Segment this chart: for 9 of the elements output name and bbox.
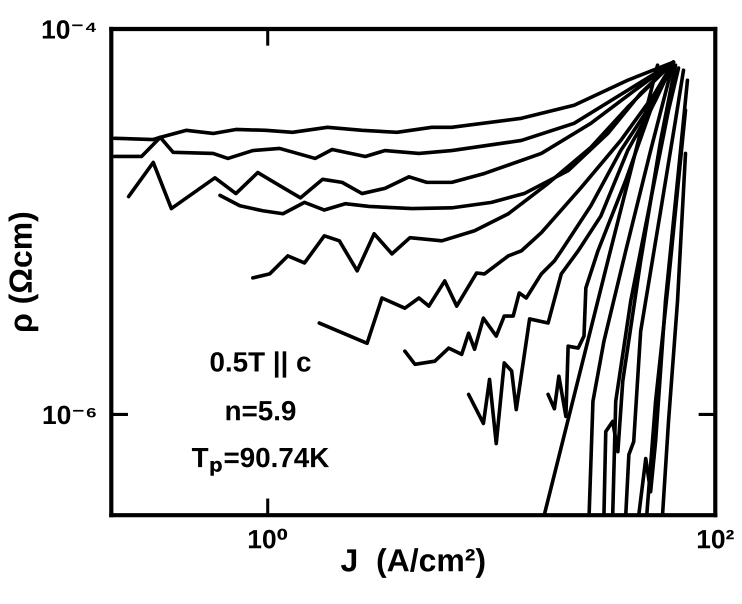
annotation: n=5.9 [226,400,296,421]
annotation: 0.5T || c [210,351,311,378]
x-tick-label: 10² [698,530,734,548]
y-tick-label: 10⁻⁶ [44,406,96,424]
x-tick-label: 10⁰ [248,528,288,548]
y-axis-title: ρ (Ωcm) [8,212,38,332]
y-tick-label: 10⁻⁴ [42,20,96,39]
x-axis-title: J (A/cm²) [341,548,484,578]
annotation: T$_{p}$=90.74K [192,448,330,476]
